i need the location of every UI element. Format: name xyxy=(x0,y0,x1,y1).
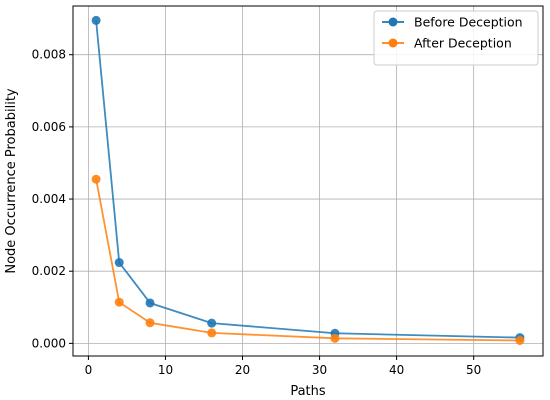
x-tick-label: 0 xyxy=(85,363,93,377)
x-tick-label: 50 xyxy=(466,363,481,377)
data-point-after-deception xyxy=(515,335,525,345)
x-axis: 0 10 20 30 40 50 xyxy=(85,356,481,377)
y-tick-label: 0.002 xyxy=(32,264,66,278)
legend-label: After Deception xyxy=(414,36,512,51)
legend: Before Deception After Deception xyxy=(373,10,539,66)
data-point-before-deception xyxy=(145,298,155,308)
data-point-before-deception xyxy=(207,318,217,328)
x-axis-label: Paths xyxy=(290,384,326,399)
legend-swatch-marker xyxy=(388,17,398,27)
y-tick-label: 0.000 xyxy=(32,336,66,350)
data-point-before-deception xyxy=(114,258,124,268)
data-point-after-deception xyxy=(207,328,217,338)
series-line-after-deception xyxy=(95,179,520,342)
y-axis-label: Node Occurrence Probability xyxy=(4,88,19,274)
data-point-after-deception xyxy=(114,297,124,307)
series-line-before-deception xyxy=(95,20,520,339)
data-point-after-deception xyxy=(330,333,340,343)
legend-swatch-marker xyxy=(388,38,398,48)
plot-area-frame xyxy=(72,5,544,357)
data-point-after-deception xyxy=(145,318,155,328)
x-tick-label: 10 xyxy=(158,363,173,377)
legend-frame xyxy=(373,10,539,66)
data-point-after-deception xyxy=(91,174,101,184)
series-lines xyxy=(91,15,525,345)
legend-label: Before Deception xyxy=(414,15,523,30)
data-point-before-deception xyxy=(91,15,101,25)
y-tick-label: 0.006 xyxy=(32,120,66,134)
x-tick-label: 40 xyxy=(389,363,404,377)
x-tick-label: 20 xyxy=(235,363,250,377)
x-tick-label: 30 xyxy=(312,363,327,377)
y-tick-label: 0.008 xyxy=(32,48,66,62)
y-tick-label: 0.004 xyxy=(32,192,66,206)
y-axis: 0.000 0.002 0.004 0.006 0.008 xyxy=(32,48,73,350)
